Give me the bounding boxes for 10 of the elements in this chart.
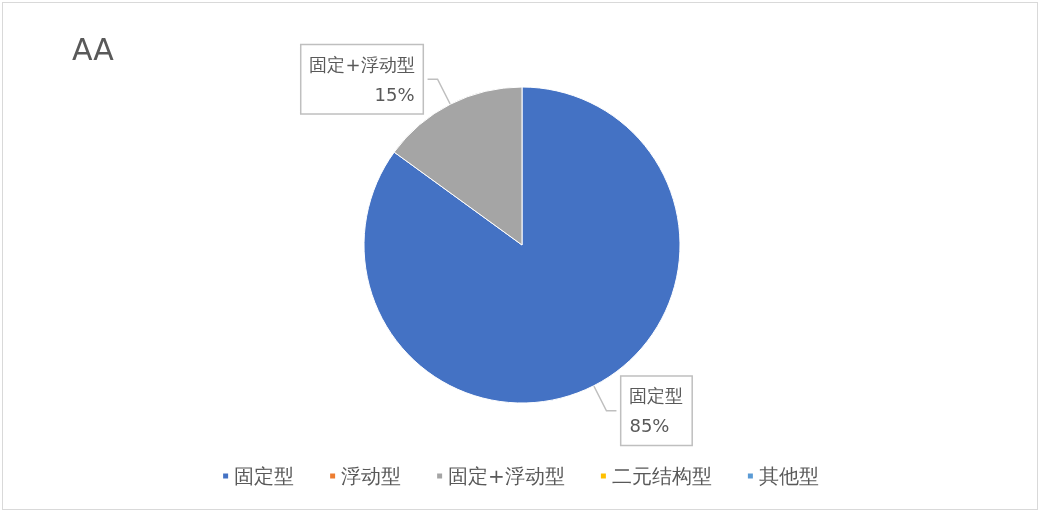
legend-label: 浮动型 bbox=[341, 464, 402, 488]
legend-label: 固定+浮动型 bbox=[448, 464, 565, 488]
data-label: 85% bbox=[629, 415, 670, 437]
legend-label: 二元结构型 bbox=[611, 464, 712, 488]
chart-title: AA bbox=[72, 31, 115, 67]
legend-label: 其他型 bbox=[758, 464, 819, 488]
data-label: 15% bbox=[374, 83, 415, 105]
slice-label: 固定+浮动型 bbox=[309, 53, 415, 75]
slice-label: 固定型 bbox=[629, 385, 684, 407]
legend-label: 固定型 bbox=[234, 464, 295, 488]
